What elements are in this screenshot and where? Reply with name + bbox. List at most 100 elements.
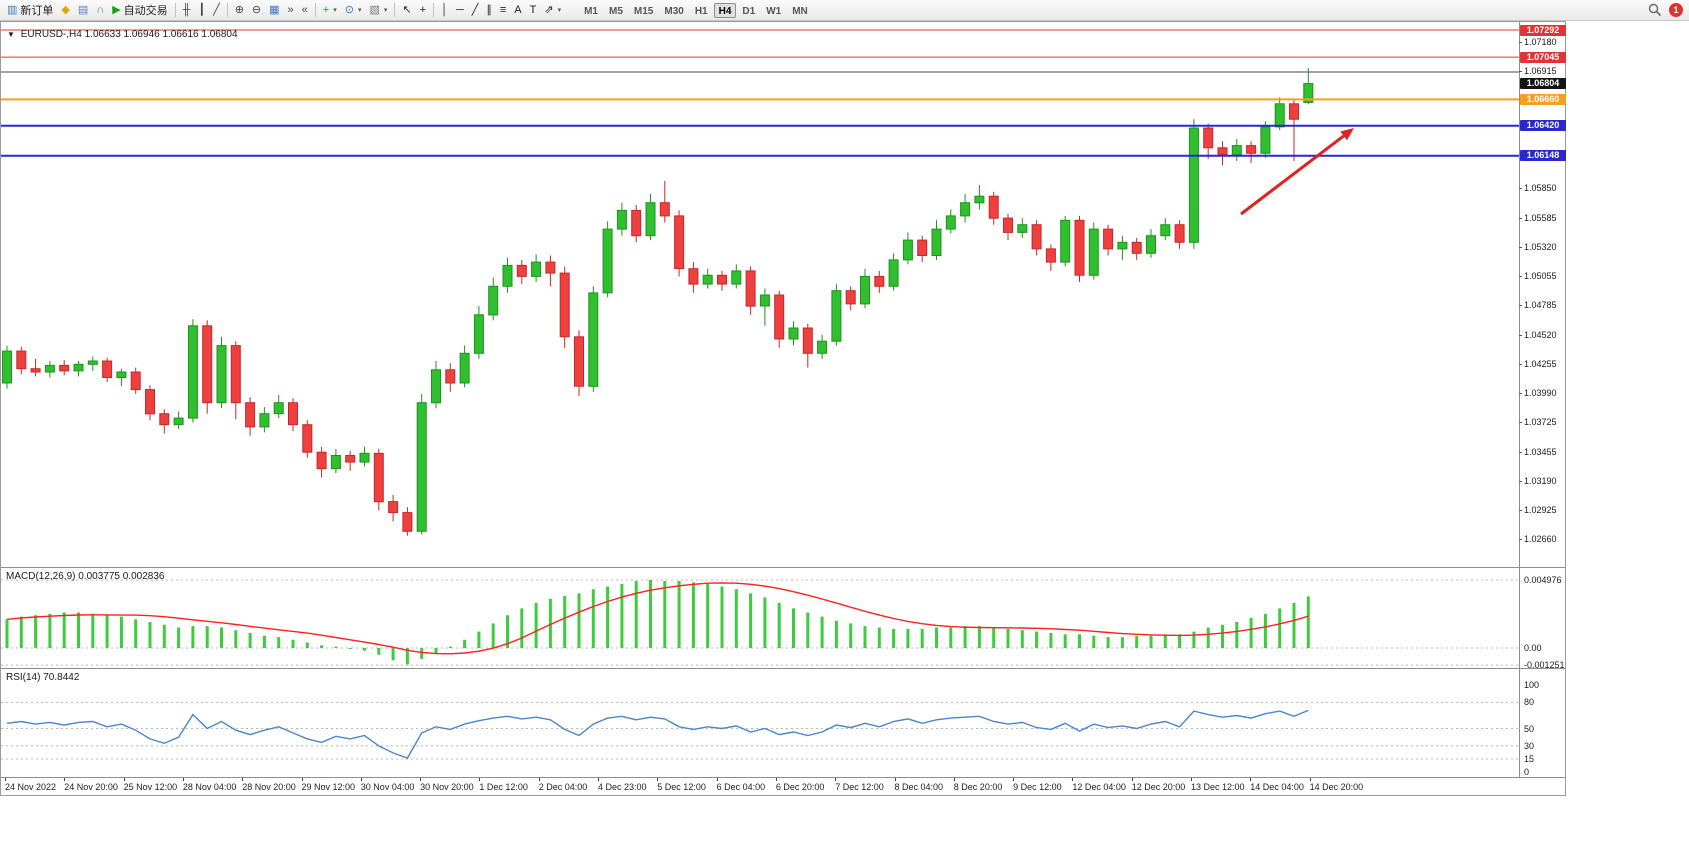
periods-button[interactable]: ⊙ ▾ [341, 2, 366, 19]
symbol-info: ▼ EURUSD-,H4 1.06633 1.06946 1.06616 1.0… [7, 29, 238, 40]
macd-bar [1192, 631, 1196, 648]
notification-badge[interactable]: 1 [1669, 3, 1683, 17]
collapse-icon[interactable]: ▼ [7, 30, 15, 39]
tile-windows-button[interactable]: ▦ [265, 2, 283, 19]
cursor-button[interactable]: ↖ [398, 2, 415, 19]
toolbar-separator [174, 3, 176, 17]
candle-body [30, 368, 41, 373]
arrows-button[interactable]: ⇗ ▾ [540, 2, 565, 19]
timeframe-m15[interactable]: M15 [629, 3, 658, 18]
candle-body [545, 261, 556, 274]
time-axis-label: 12 Dec 20:00 [1131, 782, 1186, 792]
panel-separator[interactable] [1, 567, 1565, 568]
timeframe-h4[interactable]: H4 [713, 2, 737, 18]
rsi-axis-label: 15 [1524, 753, 1535, 764]
macd-bar [1221, 624, 1224, 648]
price-tick-label: 1.05850 [1524, 183, 1557, 194]
templates-button[interactable]: ▧ ▾ [365, 2, 391, 19]
candle-body [616, 209, 627, 230]
vertical-line-icon: │ [441, 3, 448, 16]
candle-body [1174, 224, 1185, 243]
candle-body [759, 294, 770, 307]
symbol-name: EURUSD-,H4 [20, 29, 82, 40]
timeframe-h1[interactable]: H1 [690, 3, 713, 18]
auto-scroll-button[interactable]: » [284, 2, 298, 19]
timeframe-m1[interactable]: M1 [579, 3, 603, 18]
macd-bar [506, 615, 509, 648]
panel-separator[interactable] [1, 668, 1565, 669]
indicators-button[interactable]: + ▾ [319, 2, 341, 19]
timeframe-d1[interactable]: D1 [737, 3, 760, 18]
auto-trading-button[interactable]: ▶ 自动交易 [108, 2, 171, 19]
text-button[interactable]: A [510, 2, 525, 19]
candle-body [102, 360, 113, 378]
dropdown-caret-icon: ▾ [357, 7, 362, 14]
chart-shift-button[interactable]: « [298, 2, 312, 19]
macd-bar [863, 626, 867, 648]
crosshair-button[interactable]: + [416, 2, 430, 19]
candle-body [44, 364, 55, 373]
trendline-button[interactable]: ╱ [468, 2, 483, 19]
horizontal-line-button[interactable]: ─ [452, 2, 468, 19]
wizard-button[interactable]: ◆ [57, 2, 73, 19]
macd-bar [534, 602, 538, 648]
candle-body [974, 195, 985, 204]
macd-bar [892, 628, 896, 648]
sounds-button[interactable]: ∩ [92, 2, 108, 19]
rsi-axis-label: 0 [1524, 767, 1530, 777]
fibonacci-button[interactable]: ≡ [496, 2, 510, 19]
candle-body [845, 290, 856, 305]
symbol-ohlc-values: 1.06633 1.06946 1.06616 1.06804 [84, 29, 238, 40]
time-axis[interactable]: 24 Nov 2022 24 Nov 20:00 25 Nov 12:00 28 No… [1, 778, 1565, 795]
price-tick-label: 1.05055 [1524, 270, 1557, 281]
candle-body [1088, 228, 1099, 276]
print-button[interactable]: ▤ [74, 2, 92, 19]
candle-body [359, 452, 370, 463]
candles-chart-button[interactable]: ┃ [194, 2, 209, 19]
candle-body [345, 455, 356, 463]
macd-panel[interactable] [1, 568, 1519, 668]
time-tick-mark [123, 778, 125, 781]
timeframe-group: M1 M5 M15 M30 H1 H4 D1 W1 MN [579, 2, 813, 18]
line-chart-button[interactable]: ╱ [209, 2, 224, 19]
price-chart-area[interactable] [1, 22, 1519, 567]
time-axis-label: 25 Nov 12:00 [123, 782, 178, 792]
vertical-line-button[interactable]: │ [437, 2, 452, 19]
candle-body [1203, 127, 1214, 149]
timeframe-m5[interactable]: M5 [604, 3, 628, 18]
timeframe-mn[interactable]: MN [787, 3, 813, 18]
time-axis-label: 1 Dec 12:00 [479, 782, 528, 792]
macd-bar [320, 645, 324, 648]
timeframe-m30[interactable]: M30 [659, 3, 688, 18]
label-button[interactable]: T [526, 2, 541, 19]
candle-body [574, 336, 584, 387]
chart-window[interactable]: ▼ EURUSD-,H4 1.06633 1.06946 1.06616 1.0… [0, 21, 1566, 796]
candle-body [631, 209, 642, 237]
macd-bar [906, 628, 910, 648]
new-order-button[interactable]: ▥ 新订单 [3, 2, 57, 19]
dropdown-caret-icon: ▾ [333, 7, 337, 14]
candle-body [945, 215, 956, 230]
template-icon: ▧ [369, 3, 380, 16]
search-icon[interactable] [1648, 3, 1662, 17]
timeframe-w1[interactable]: W1 [761, 3, 786, 18]
bars-chart-button[interactable]: ╫ [179, 2, 195, 19]
time-tick-mark [953, 778, 955, 781]
macd-bar [405, 648, 409, 665]
cursor-icon: ↖ [402, 3, 412, 16]
channel-button[interactable]: ∥ [482, 2, 496, 19]
crosshair-icon: + [419, 3, 427, 16]
zoom-out-button[interactable]: ⊖ [248, 2, 265, 19]
macd-bar [1278, 608, 1282, 648]
trend-arrow-line[interactable] [1240, 134, 1345, 216]
zoom-in-button[interactable]: ⊕ [231, 2, 248, 19]
time-axis-label: 24 Nov 2022 [5, 782, 57, 792]
time-axis-label: 12 Dec 04:00 [1072, 782, 1126, 792]
rsi-axis-label: 50 [1524, 723, 1535, 734]
candle-body [745, 270, 756, 307]
candle-body [1231, 145, 1242, 155]
macd-bar [205, 626, 209, 648]
candle-body [245, 402, 256, 428]
rsi-panel[interactable] [1, 669, 1519, 777]
